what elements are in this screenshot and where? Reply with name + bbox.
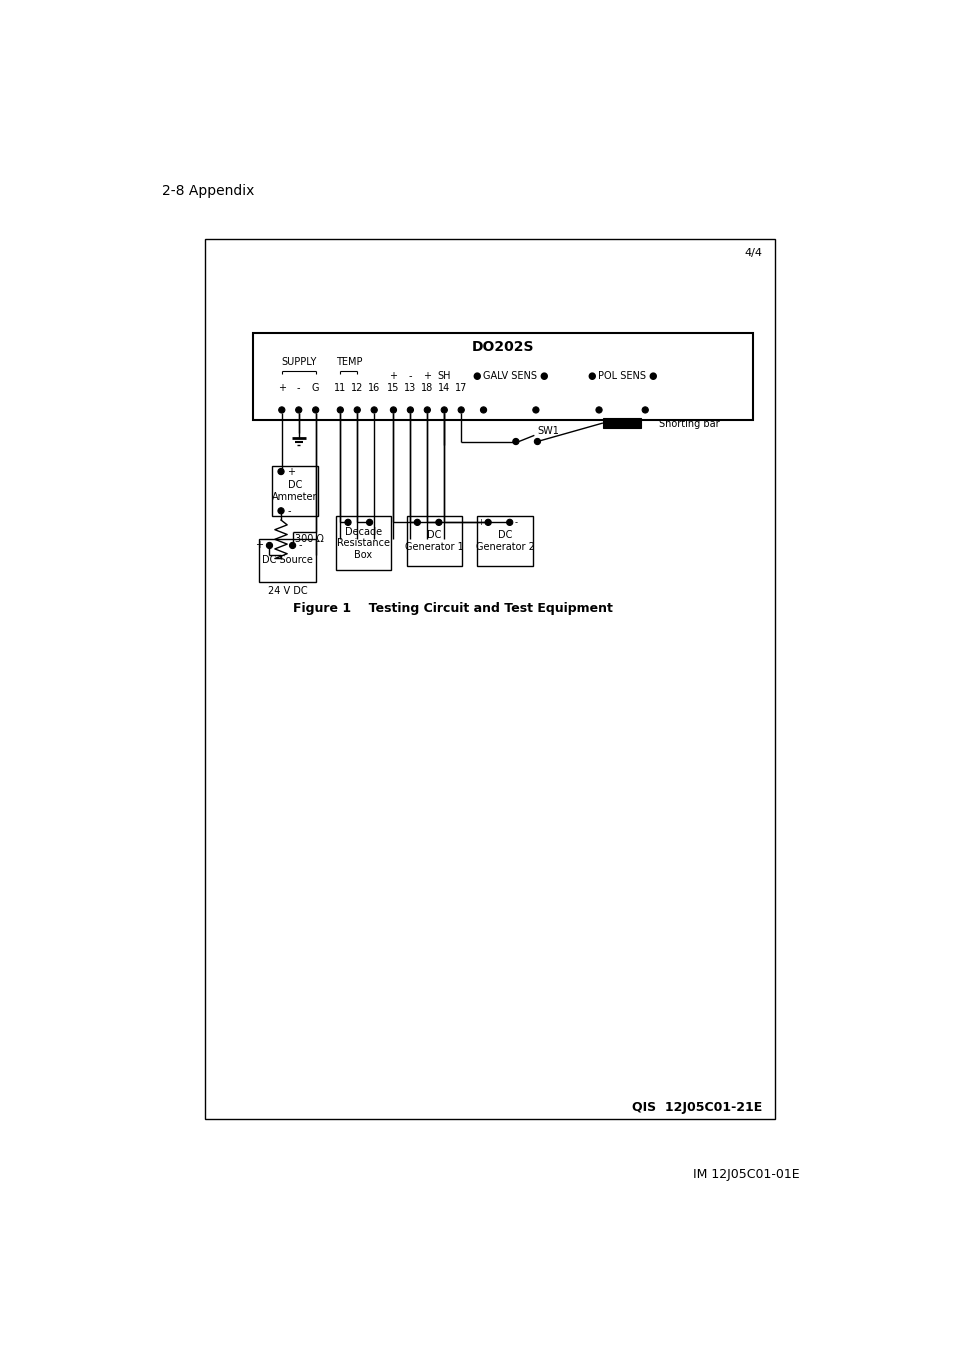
Circle shape (345, 520, 351, 525)
Text: 2-8 Appendix: 2-8 Appendix (161, 184, 253, 198)
Text: 16: 16 (368, 383, 380, 393)
Text: 11: 11 (334, 383, 346, 393)
Text: Shorting bar: Shorting bar (659, 418, 719, 429)
Bar (253, 333, 752, 420)
Text: DC
Generator 2: DC Generator 2 (476, 531, 534, 552)
Text: 15: 15 (387, 383, 399, 393)
Text: +: + (476, 518, 483, 526)
Bar (476, 516, 533, 566)
Text: -: - (514, 518, 517, 526)
Text: SUPPLY: SUPPLY (281, 358, 316, 367)
Text: -: - (287, 506, 291, 516)
Bar (258, 539, 316, 582)
Text: QIS  12J05C01-21E: QIS 12J05C01-21E (631, 1102, 761, 1114)
Text: ●: ● (587, 371, 596, 381)
Circle shape (513, 439, 518, 444)
Circle shape (366, 520, 373, 525)
Text: 13: 13 (404, 383, 416, 393)
Text: TEMP: TEMP (335, 358, 361, 367)
Text: ●: ● (538, 371, 547, 381)
Circle shape (266, 543, 273, 548)
Circle shape (596, 406, 601, 413)
Circle shape (424, 406, 430, 413)
Circle shape (534, 439, 540, 444)
Text: +: + (405, 518, 413, 526)
Circle shape (407, 406, 413, 413)
Text: 4/4: 4/4 (743, 248, 761, 258)
Text: SH: SH (437, 371, 451, 381)
Circle shape (457, 406, 464, 413)
Text: IM 12J05C01-01E: IM 12J05C01-01E (692, 1168, 799, 1181)
Text: ●: ● (648, 371, 656, 381)
Text: -: - (298, 540, 302, 551)
Text: 24 V DC: 24 V DC (268, 586, 307, 595)
Bar (335, 516, 391, 570)
Circle shape (641, 406, 648, 413)
Text: DO202S: DO202S (471, 340, 534, 354)
Circle shape (484, 520, 491, 525)
Text: DC
Ammeter: DC Ammeter (272, 481, 317, 502)
Circle shape (440, 406, 447, 413)
Text: -: - (443, 518, 446, 526)
Circle shape (506, 520, 513, 525)
Circle shape (371, 406, 376, 413)
Text: -: - (408, 371, 412, 381)
Text: POL SENS: POL SENS (598, 371, 645, 381)
Text: 18: 18 (421, 383, 433, 393)
Text: G: G (312, 383, 319, 393)
Text: SW1: SW1 (537, 427, 558, 436)
Circle shape (289, 543, 295, 548)
Text: +: + (287, 467, 294, 477)
Circle shape (480, 406, 486, 413)
Bar (602, 418, 640, 428)
Text: +: + (423, 371, 431, 381)
Text: DC Source: DC Source (262, 555, 313, 566)
Circle shape (313, 406, 318, 413)
Circle shape (295, 406, 301, 413)
Text: +: + (389, 371, 397, 381)
Bar (272, 466, 317, 516)
Text: +: + (277, 383, 286, 393)
Circle shape (533, 406, 538, 413)
Bar (205, 239, 774, 1119)
Text: GALV SENS: GALV SENS (482, 371, 537, 381)
Text: ●: ● (472, 371, 480, 381)
Text: DC
Generator 1: DC Generator 1 (404, 531, 463, 552)
Text: 12: 12 (351, 383, 363, 393)
Text: -: - (296, 383, 300, 393)
Circle shape (277, 508, 284, 514)
Text: Decade
Resistance
Box: Decade Resistance Box (336, 526, 390, 560)
Text: +: + (255, 540, 263, 551)
Circle shape (277, 468, 284, 475)
Bar (406, 516, 461, 566)
Circle shape (414, 520, 420, 525)
Circle shape (336, 406, 343, 413)
Circle shape (354, 406, 360, 413)
Circle shape (436, 520, 441, 525)
Text: 17: 17 (455, 383, 467, 393)
Text: 14: 14 (437, 383, 450, 393)
Text: 300 Ω: 300 Ω (294, 535, 323, 544)
Circle shape (390, 406, 396, 413)
Text: Figure 1    Testing Circuit and Test Equipment: Figure 1 Testing Circuit and Test Equipm… (293, 602, 612, 616)
Circle shape (278, 406, 285, 413)
